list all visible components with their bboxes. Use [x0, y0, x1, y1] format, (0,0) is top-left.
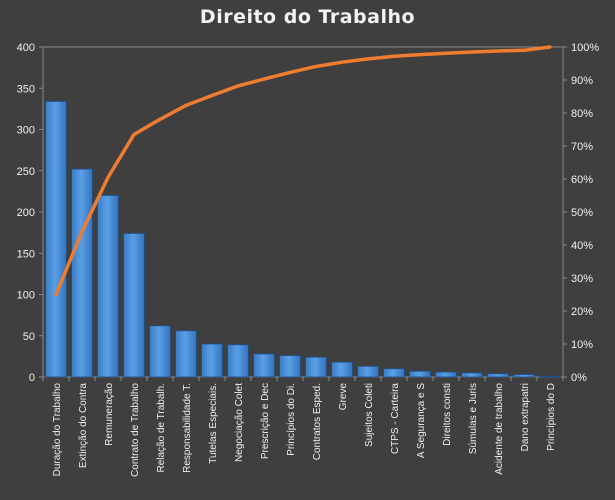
bar — [409, 370, 431, 378]
y2-axis-tick-label: 80% — [571, 108, 593, 120]
x-axis-category-label: Remuneração — [104, 383, 115, 446]
y2-axis-tick-label: 40% — [571, 240, 593, 252]
plot-area-border — [42, 46, 564, 378]
x-axis-category-label: Sujeitos Coleti — [364, 383, 375, 447]
x-axis-category-label: Negociação Colet — [234, 383, 245, 462]
x-axis-category-label: Princípios do D — [546, 383, 557, 451]
x-axis-category-label: Responsabilidade T. — [182, 383, 193, 473]
x-axis-category-label: Contratos Esped. — [312, 383, 323, 460]
y-axis-tick-label: 100 — [17, 290, 35, 302]
bar — [461, 372, 483, 378]
x-axis-category-label: Contrato de Trabalho — [130, 383, 141, 477]
bar — [201, 343, 223, 378]
y-axis-tick-label: 250 — [17, 166, 35, 178]
y-axis-tick-label: 50 — [23, 331, 35, 343]
bar — [123, 233, 145, 378]
bar — [331, 361, 353, 378]
y-axis-tick-label: 0 — [29, 372, 35, 384]
x-axis-category-label: Direitos consti — [442, 383, 453, 446]
bar — [513, 374, 535, 378]
bar — [383, 368, 405, 378]
x-axis-category-label: Relação de Trabalh. — [156, 383, 167, 473]
y2-axis-tick-label: 50% — [571, 207, 593, 219]
y2-axis-tick-label: 90% — [571, 75, 593, 87]
y2-axis-tick-label: 70% — [571, 141, 593, 153]
bar — [175, 330, 197, 378]
y2-axis-tick-label: 100% — [571, 42, 599, 54]
x-axis-category-label: Prescrição e Dec — [260, 383, 271, 459]
bar — [357, 365, 379, 378]
bar — [305, 356, 327, 378]
x-axis-category-label: CTPS - Carteira — [390, 383, 401, 455]
x-axis-category-label: Greve — [338, 383, 349, 411]
x-axis-category-label: Princípios do Di. — [286, 383, 297, 456]
bar — [97, 195, 119, 378]
y-axis-tick-label: 200 — [17, 207, 35, 219]
y2-axis-tick-label: 20% — [571, 306, 593, 318]
bar — [435, 371, 457, 378]
y2-axis-tick-label: 30% — [571, 273, 593, 285]
bar — [539, 375, 561, 378]
x-axis-category-label: Extinção do Contra — [78, 383, 89, 468]
x-axis-category-label: Duração do Trabalho — [52, 383, 63, 477]
bar — [487, 373, 509, 378]
bar — [227, 344, 249, 378]
cumulative-percentage-line — [54, 45, 552, 297]
y-axis-tick-label: 400 — [17, 42, 35, 54]
y-axis-tick-label: 300 — [17, 125, 35, 137]
x-axis-category-label: Tutelas Especiais. — [208, 383, 219, 464]
bar — [279, 355, 301, 378]
x-axis-category-label: A Segurança e S — [416, 383, 427, 458]
y2-axis-tick-label: 60% — [571, 174, 593, 186]
y2-axis-tick-label: 10% — [571, 339, 593, 351]
chart-title: Direito do Trabalho — [199, 6, 416, 28]
x-axis-category-label: Acidente de trabalho — [494, 383, 505, 475]
y-axis-tick-label: 350 — [17, 83, 35, 95]
bar — [149, 325, 171, 378]
y-axis-tick-label: 150 — [17, 248, 35, 260]
bar — [253, 353, 275, 378]
x-axis-category-label: Súmulas e Juris — [468, 383, 479, 454]
bar — [71, 168, 93, 378]
bar — [45, 101, 67, 378]
x-axis-category-label: Dano extrapatri — [520, 383, 531, 451]
y2-axis-tick-label: 0% — [571, 372, 587, 384]
